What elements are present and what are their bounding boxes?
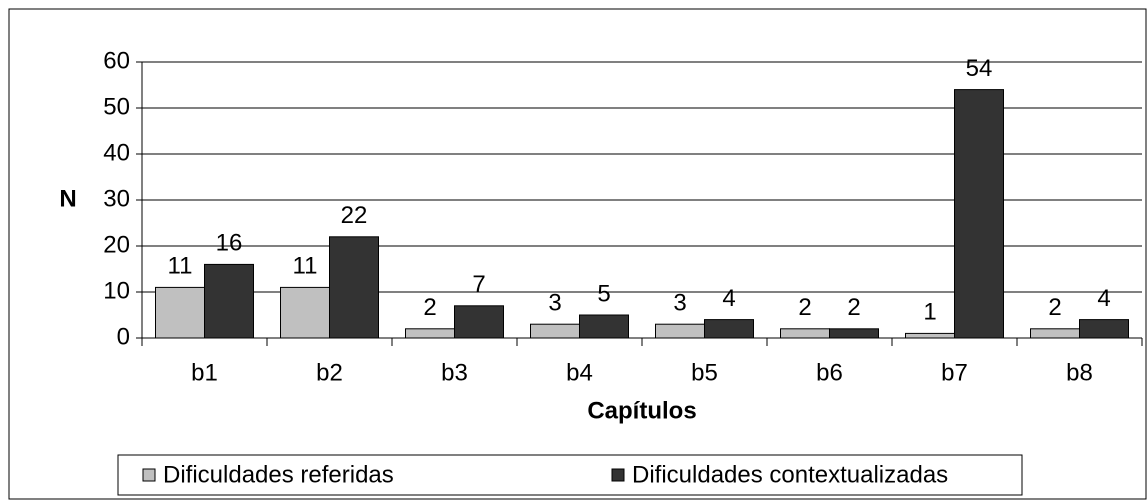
bar (655, 323, 705, 339)
bar (280, 286, 330, 339)
bar (829, 328, 879, 339)
data-label: 5 (597, 280, 610, 307)
x-tick-label: b5 (691, 359, 718, 386)
data-label: 2 (798, 294, 811, 321)
data-label: 16 (216, 230, 243, 257)
bar (155, 286, 205, 339)
x-tick-label: b7 (941, 359, 968, 386)
x-tick-label: b6 (816, 359, 843, 386)
x-tick-label: b4 (566, 359, 593, 386)
bar (204, 263, 254, 339)
x-tick-label: b3 (441, 359, 468, 386)
bar (905, 332, 955, 339)
x-axis-title: Capítulos (587, 397, 696, 424)
legend-box (117, 454, 1023, 496)
data-label: 4 (722, 285, 735, 312)
data-label: 54 (966, 55, 993, 82)
bar (704, 319, 754, 339)
y-tick-label: 60 (103, 47, 130, 74)
bar (329, 236, 379, 339)
bar (579, 314, 629, 339)
data-label: 11 (293, 253, 318, 280)
bar (530, 323, 580, 339)
legend-label: Dificuldades contextualizadas (632, 461, 948, 488)
y-tick-label: 0 (117, 323, 130, 350)
y-tick-label: 50 (103, 93, 130, 120)
y-axis-title: N (59, 185, 76, 212)
data-label: 2 (847, 294, 860, 321)
bar (454, 305, 504, 339)
data-label: 7 (472, 271, 485, 298)
data-label: 4 (1097, 285, 1110, 312)
legend-label: Dificuldades referidas (163, 461, 394, 488)
data-label: 22 (341, 202, 368, 229)
y-tick-label: 20 (103, 231, 130, 258)
x-tick-label: b8 (1066, 359, 1093, 386)
data-label: 11 (168, 253, 193, 280)
legend-swatch (142, 468, 156, 482)
data-label: 1 (923, 299, 936, 326)
bar (1030, 328, 1080, 339)
bar (780, 328, 830, 339)
y-tick-label: 40 (103, 139, 130, 166)
x-tick-label: b1 (191, 359, 218, 386)
data-label: 3 (548, 290, 561, 317)
data-label: 3 (673, 290, 686, 317)
bar (954, 89, 1004, 339)
y-tick-label: 30 (103, 185, 130, 212)
data-label: 2 (1048, 294, 1061, 321)
bar (1079, 319, 1129, 339)
bar (405, 328, 455, 339)
y-tick-label: 10 (103, 277, 130, 304)
legend-swatch (611, 468, 625, 482)
x-tick-label: b2 (316, 359, 343, 386)
data-label: 2 (423, 294, 436, 321)
